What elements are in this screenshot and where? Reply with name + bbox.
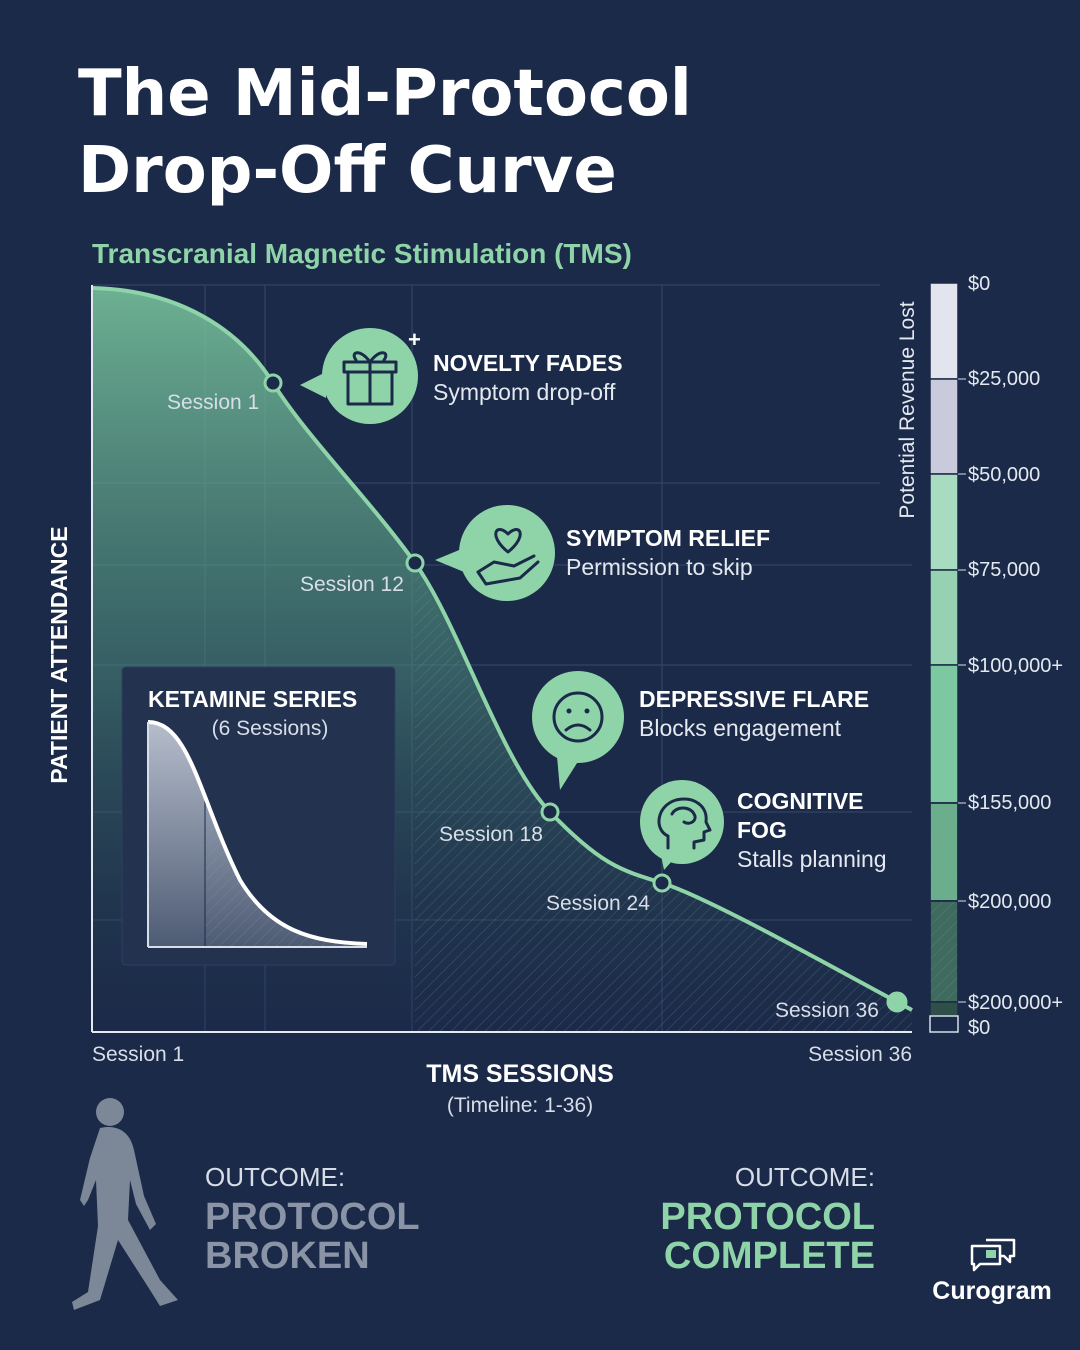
brand: Curogram (932, 1277, 1051, 1305)
scale-label: $200,000+ (968, 992, 1063, 1014)
shape (72, 1126, 178, 1310)
shape (929, 1015, 959, 1033)
shape (405, 553, 425, 573)
x-end-label: Session 36 (808, 1043, 912, 1066)
y-axis-label: PATIENT ATTENDANCE (46, 526, 72, 783)
shape (532, 671, 624, 763)
callout-heading: COGNITIVE (737, 788, 864, 814)
shape (657, 797, 712, 850)
inset (121, 666, 396, 966)
shape (476, 554, 540, 586)
markers (263, 373, 908, 1013)
session-label: Session 18 (439, 823, 543, 846)
shape (435, 548, 464, 572)
shape (566, 708, 572, 714)
shape (540, 802, 560, 822)
scale-label: $75,000 (968, 559, 1040, 581)
shape (929, 664, 959, 804)
shape (300, 372, 326, 398)
scale-title: Potential Revenue Lost (896, 301, 919, 518)
callout-heading: DEPRESSIVE FLARE (639, 686, 869, 712)
x-axis-subtitle: (Timeline: 1-36) (447, 1094, 593, 1117)
shape (986, 1250, 996, 1258)
shape (352, 351, 388, 364)
outcome-value: PROTOCOL (660, 1196, 875, 1238)
shape (96, 1098, 124, 1126)
callout-heading: SYMPTOM RELIEF (566, 525, 770, 551)
inset-subtitle: (6 Sessions) (212, 717, 329, 740)
shape (494, 528, 522, 554)
shape (552, 691, 604, 743)
scale-label: $155,000 (968, 792, 1051, 814)
session-label: Session 12 (300, 573, 404, 596)
shape (929, 378, 959, 475)
callout-text: Blocks engagement (639, 715, 842, 741)
callout-text: Symptom drop-off (433, 379, 616, 405)
title-line: Drop-Off Curve (78, 134, 617, 208)
scale-label: $0 (968, 273, 990, 295)
outcome-value: BROKEN (205, 1235, 370, 1277)
outcome-label: OUTCOME: (735, 1162, 875, 1192)
callout-text: Permission to skip (566, 554, 753, 580)
shape (670, 806, 697, 825)
brand-icon (970, 1238, 1016, 1272)
shape (263, 373, 283, 393)
icon-heart-hand (435, 505, 555, 601)
shape (640, 780, 724, 864)
title-line: The Mid-Protocol (78, 57, 692, 131)
outcome-label: OUTCOME: (205, 1162, 345, 1192)
inset-title: KETAMINE SERIES (148, 686, 357, 712)
walking-figure (72, 1098, 178, 1310)
hatch-area (415, 563, 912, 1032)
x-axis-title: TMS SESSIONS (426, 1060, 614, 1088)
scale-label: $50,000 (968, 464, 1040, 486)
shape: + (408, 327, 421, 352)
shape (584, 708, 590, 714)
shape (147, 720, 368, 946)
shape (929, 1001, 959, 1017)
shape (886, 991, 908, 1013)
outcome-value: PROTOCOL (205, 1196, 420, 1238)
shape (929, 473, 959, 571)
outcome-value: COMPLETE (664, 1235, 875, 1277)
shape (929, 569, 959, 666)
shape (652, 873, 672, 893)
scale-label: $100,000+ (968, 655, 1063, 677)
icon-gift: + (300, 327, 421, 424)
shape (929, 802, 959, 902)
callout-text: Stalls planning (737, 846, 887, 872)
callout-heading: NOVELTY FADES (433, 350, 623, 376)
revenue-scale-bar (929, 282, 959, 1033)
scale-label: $25,000 (968, 368, 1040, 390)
shape (564, 723, 592, 732)
x-start-label: Session 1 (92, 1043, 184, 1066)
shape (986, 1238, 1016, 1264)
axes (91, 285, 912, 1033)
session-label: Session 24 (546, 892, 650, 915)
scale-label: $0 (968, 1017, 990, 1039)
subtitle: Transcranial Magnetic Stimulation (TMS) (92, 238, 632, 269)
session-label: Session 36 (775, 999, 879, 1022)
shape (929, 900, 959, 1003)
callout-heading: FOG (737, 817, 787, 843)
icon-brain (640, 780, 724, 870)
scale-label: $200,000 (968, 891, 1051, 913)
curve-line (91, 286, 913, 1012)
revenue-ticks (958, 378, 966, 1003)
shape (970, 1244, 1002, 1272)
session-label: Session 1 (167, 391, 259, 414)
shape (148, 722, 367, 947)
icon-sad (532, 671, 624, 790)
shape (929, 282, 959, 380)
shape (205, 800, 367, 947)
